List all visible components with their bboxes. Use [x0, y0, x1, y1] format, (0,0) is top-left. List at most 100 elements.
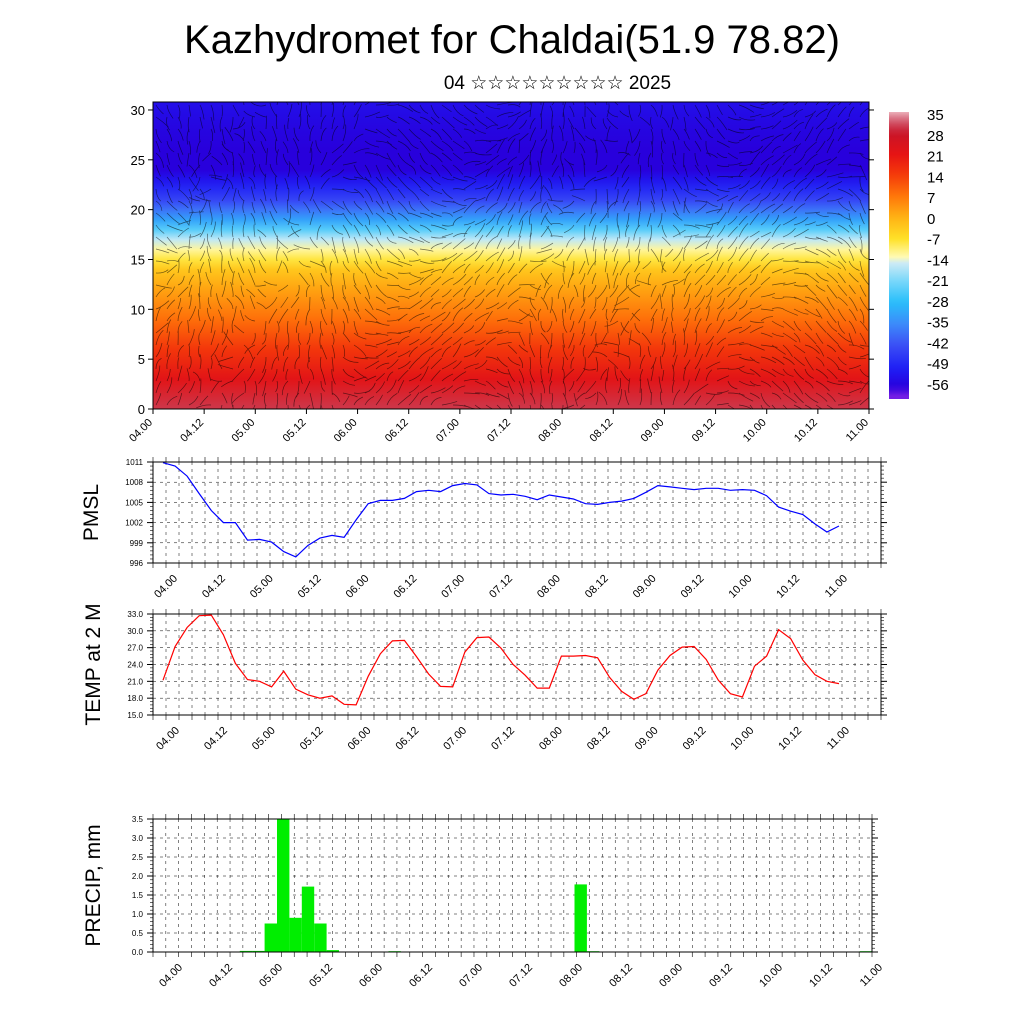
wind-streamline — [738, 248, 749, 262]
x-tick-label: 08.00 — [536, 417, 564, 445]
wind-streamline — [306, 332, 311, 345]
wind-streamline — [694, 284, 703, 298]
x-tick-label: 04.00 — [127, 417, 155, 445]
wind-streamline — [441, 336, 453, 346]
wind-streamline — [650, 308, 658, 322]
wind-streamline — [253, 404, 256, 409]
wind-streamline — [727, 297, 740, 310]
wind-streamline — [155, 212, 166, 222]
wind-streamline — [694, 224, 711, 229]
wind-streamline — [199, 128, 201, 143]
wind-streamline — [617, 332, 620, 345]
wind-streamline — [599, 212, 608, 224]
wind-streamline — [826, 284, 838, 299]
wind-streamline — [419, 395, 428, 406]
wind-streamline — [617, 224, 621, 239]
wind-streamline — [303, 201, 311, 214]
wind-streamline — [452, 371, 467, 382]
wind-streamline — [375, 140, 392, 145]
wind-streamline — [274, 139, 278, 154]
wind-streamline — [716, 307, 725, 322]
wind-streamline — [397, 260, 413, 267]
wind-streamline — [342, 115, 345, 130]
x-tick-label: 11.00 — [825, 725, 852, 752]
wind-streamline — [716, 224, 726, 238]
wind-streamline — [463, 340, 475, 346]
wind-streamline — [749, 392, 760, 399]
x-tick-label: 07.12 — [489, 725, 517, 753]
wind-streamline — [804, 190, 815, 202]
wind-streamline — [613, 351, 630, 358]
wind-streamline — [683, 200, 691, 214]
wind-streamline — [694, 318, 702, 334]
wind-streamline — [177, 286, 189, 298]
wind-streamline — [155, 381, 162, 394]
wind-streamline — [507, 380, 515, 395]
wind-streamline — [636, 280, 652, 286]
wind-streamline — [386, 351, 397, 358]
wind-streamline — [252, 392, 256, 405]
wind-streamline — [224, 126, 234, 142]
wind-streamline — [782, 380, 791, 393]
wind-streamline — [485, 251, 499, 262]
wind-streamline — [617, 152, 631, 156]
wind-streamline — [529, 223, 532, 238]
wind-streamline — [419, 248, 434, 252]
wind-streamline — [342, 332, 351, 343]
wind-streamline — [626, 236, 630, 248]
wind-streamline — [749, 286, 761, 298]
wind-streamline — [683, 104, 690, 117]
wind-streamline — [826, 356, 840, 369]
wind-streamline — [771, 368, 785, 376]
wind-streamline — [293, 244, 311, 250]
wind-streamline — [592, 138, 597, 154]
wind-streamline — [760, 292, 776, 298]
wind-streamline — [309, 148, 313, 166]
wind-streamline — [638, 248, 641, 264]
wind-streamline — [815, 272, 829, 282]
wind-streamline — [782, 102, 790, 106]
wind-streamline — [408, 176, 421, 189]
wind-streamline — [848, 121, 859, 130]
wind-streamline — [177, 104, 181, 120]
y-tick-label: 1.5 — [132, 891, 144, 900]
wind-streamline — [705, 260, 713, 274]
wind-streamline — [638, 104, 642, 117]
wind-streamline — [375, 260, 382, 272]
wind-streamline — [567, 272, 575, 288]
wind-streamline — [463, 312, 473, 322]
wind-streamline — [848, 188, 861, 202]
wind-streamline — [177, 365, 183, 382]
wind-streamline — [562, 272, 566, 285]
wind-streamline — [474, 128, 486, 134]
wind-streamline — [607, 359, 619, 370]
y-tick-label: 15 — [131, 252, 145, 267]
wind-streamline — [155, 365, 161, 382]
wind-streamline — [566, 236, 575, 248]
grid-lines — [153, 818, 872, 953]
wind-streamline — [815, 169, 827, 178]
wind-streamline — [793, 356, 805, 366]
wind-streamline — [716, 140, 730, 148]
wind-streamline — [694, 188, 709, 192]
wind-streamline — [529, 284, 541, 291]
wind-streamline — [661, 224, 667, 238]
wind-streamline — [782, 109, 798, 118]
x-tick-label: 06.12 — [383, 417, 411, 445]
wind-streamline — [189, 196, 201, 202]
wind-streamline — [206, 245, 212, 262]
wind-streamline — [238, 356, 245, 368]
wind-streamline — [353, 102, 357, 106]
wind-streamline — [262, 356, 267, 373]
wind-streamline — [386, 212, 397, 221]
wind-streamline — [609, 284, 619, 298]
y-tick-label: 1005 — [125, 498, 143, 507]
wind-streamline — [606, 272, 611, 289]
wind-streamline — [320, 320, 324, 336]
wind-streamline — [661, 116, 670, 128]
wind-streamline — [771, 214, 780, 226]
wind-streamline — [507, 104, 521, 108]
x-tick-label: 06.00 — [332, 417, 360, 445]
wind-streamline — [606, 103, 610, 118]
wind-streamline — [595, 332, 598, 348]
